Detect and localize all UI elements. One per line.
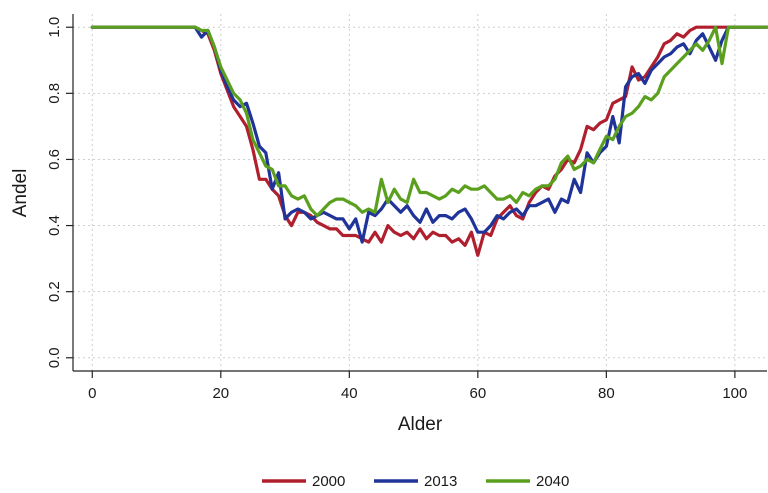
series-line-2013 xyxy=(90,25,768,244)
x-tick-label: 0 xyxy=(88,385,96,402)
y-axis-title: Andel xyxy=(10,169,31,218)
y-tick-label: 0.2 xyxy=(46,281,63,302)
x-tick-label: 100 xyxy=(722,385,747,402)
y-tick-label: 0.4 xyxy=(46,215,63,236)
x-tick-label: 60 xyxy=(469,385,486,402)
series-line-2000 xyxy=(90,25,768,257)
x-tick-label: 20 xyxy=(212,385,229,402)
series-lines xyxy=(90,25,768,257)
series-line-2040 xyxy=(90,25,768,218)
tick-labels: 0 20 40 60 80 100 0.0 0.2 0.4 0.6 0.8 1.0 xyxy=(46,17,747,402)
x-axis-title: Alder xyxy=(398,414,443,435)
y-tick-label: 0.0 xyxy=(46,347,63,368)
legend-label-2040: 2040 xyxy=(536,473,569,490)
y-tick-label: 1.0 xyxy=(46,17,63,38)
y-tick-label: 0.8 xyxy=(46,83,63,104)
x-tick-label: 80 xyxy=(598,385,615,402)
legend: 2000 2013 2040 xyxy=(262,473,569,490)
y-tick-label: 0.6 xyxy=(46,149,63,170)
x-tick-label: 40 xyxy=(341,385,358,402)
legend-label-2000: 2000 xyxy=(312,473,345,490)
legend-label-2013: 2013 xyxy=(424,473,457,490)
axes xyxy=(66,14,767,378)
